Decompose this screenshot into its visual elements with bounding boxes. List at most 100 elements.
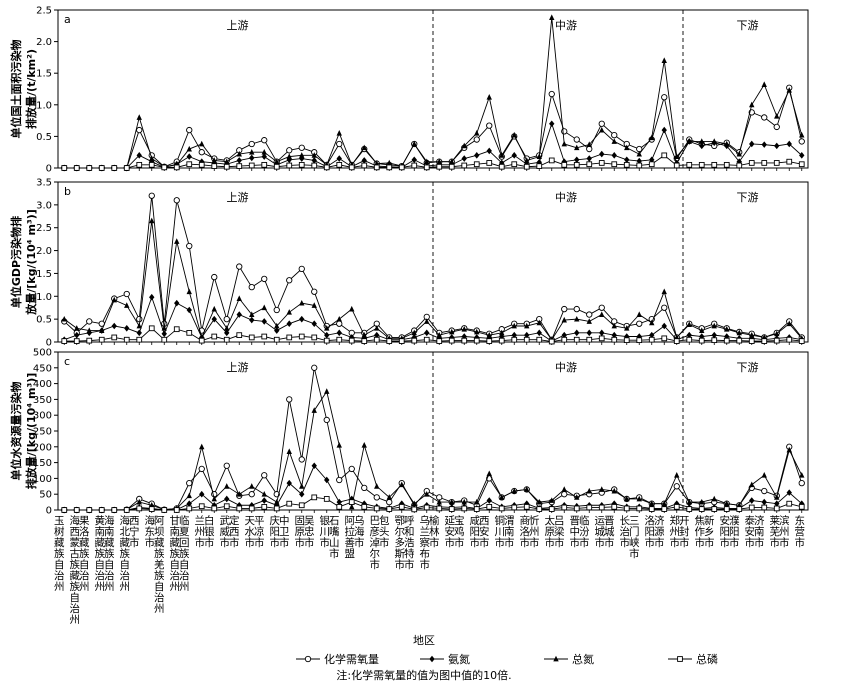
data-point: [348, 164, 355, 171]
data-point: [174, 238, 180, 244]
data-point: [523, 163, 530, 170]
data-point: [111, 322, 117, 330]
category-char: 卫: [279, 526, 290, 538]
category-label: 鄂尔多斯市: [395, 515, 406, 571]
category-char: 西: [479, 515, 490, 527]
data-point: [711, 138, 717, 144]
y-axis-label: 排放量/(t/km²): [24, 49, 38, 129]
data-point: [73, 338, 80, 344]
data-point: [211, 305, 217, 312]
category-char: 州: [120, 581, 131, 593]
data-point: [261, 503, 268, 510]
category-char: 芜: [770, 525, 781, 538]
data-point: [649, 500, 655, 507]
data-point: [248, 505, 255, 512]
category-char: 太: [545, 514, 556, 527]
category-char: 州: [104, 581, 115, 593]
data-point: [686, 331, 692, 339]
legend-label: 总磷: [696, 652, 718, 666]
data-point: [336, 498, 342, 506]
category-char: 庆: [270, 514, 281, 527]
data-point: [361, 157, 367, 164]
data-point: [623, 505, 630, 512]
data-point: [236, 295, 242, 301]
category-label: 乌海市: [354, 514, 365, 549]
data-point: [561, 128, 568, 135]
data-point: [373, 336, 380, 343]
data-point: [348, 465, 355, 473]
data-point: [98, 165, 105, 171]
data-point: [411, 156, 417, 164]
data-point: [561, 316, 567, 323]
category-char: 晋: [570, 515, 581, 527]
data-point: [561, 331, 567, 339]
category-char: 市: [320, 536, 331, 549]
category-char: 鄂: [395, 515, 406, 527]
data-point: [311, 334, 318, 341]
data-point: [698, 506, 705, 512]
data-point: [499, 329, 505, 336]
category-char: 蒙: [70, 536, 81, 549]
y-tick-label: 350: [33, 395, 52, 406]
data-point: [536, 498, 542, 505]
data-point: [136, 505, 143, 512]
data-point: [798, 479, 805, 487]
data-point: [724, 326, 730, 332]
data-point: [361, 331, 367, 338]
data-point: [686, 321, 692, 328]
category-label: 太原市: [545, 514, 556, 549]
category-label: 渭南市: [504, 515, 515, 549]
data-point: [649, 134, 655, 141]
data-point: [174, 299, 180, 307]
category-char: 治: [70, 602, 81, 615]
category-char: 白: [204, 514, 215, 527]
data-point: [236, 150, 242, 157]
data-point: [474, 152, 480, 159]
data-point: [524, 331, 530, 339]
data-point: [449, 158, 455, 165]
data-point: [336, 503, 343, 510]
category-char: 藏: [95, 537, 106, 549]
data-point: [173, 507, 180, 513]
category-char: 族: [70, 580, 81, 593]
category-char: 市: [270, 536, 281, 549]
category-char: 市: [679, 536, 690, 549]
data-point: [798, 338, 805, 344]
y-tick-label: 100: [33, 474, 52, 485]
data-point: [186, 161, 193, 168]
data-point: [336, 329, 342, 337]
legend-item: 总氮: [544, 652, 594, 666]
y-tick-label: 3.0: [36, 200, 52, 211]
category-char: 自: [95, 558, 106, 571]
data-point: [474, 334, 480, 341]
y-tick-label: 150: [33, 458, 52, 469]
data-point: [474, 498, 480, 505]
category-label: 新乡市: [704, 514, 715, 549]
data-point: [711, 331, 717, 339]
data-point: [748, 504, 755, 511]
category-label: 焦作市: [695, 514, 706, 549]
category-char: 市: [404, 558, 415, 571]
category-label: 运城市: [595, 515, 606, 549]
category-char: 焦: [695, 514, 706, 527]
category-char: 南: [170, 525, 181, 538]
category-char: 市: [795, 536, 806, 549]
data-point: [186, 500, 192, 507]
data-point: [586, 504, 593, 511]
category-char: 城: [604, 526, 615, 538]
category-char: 族: [120, 547, 131, 560]
category-label: 海西蒙古族藏族自治州: [70, 514, 81, 626]
category-char: 族: [170, 547, 181, 560]
category-char: 自: [154, 580, 165, 593]
data-point: [686, 336, 693, 343]
category-char: 藏: [120, 537, 131, 549]
category-char: 阳: [270, 526, 281, 538]
y-axis-label: 单位GDP污染物排: [9, 216, 23, 308]
data-point: [798, 503, 805, 510]
y-tick-label: 1.5: [36, 269, 52, 280]
data-point: [674, 153, 680, 160]
category-label: 晋中市: [570, 515, 581, 549]
category-char: 市: [479, 536, 490, 549]
data-point: [111, 334, 118, 341]
